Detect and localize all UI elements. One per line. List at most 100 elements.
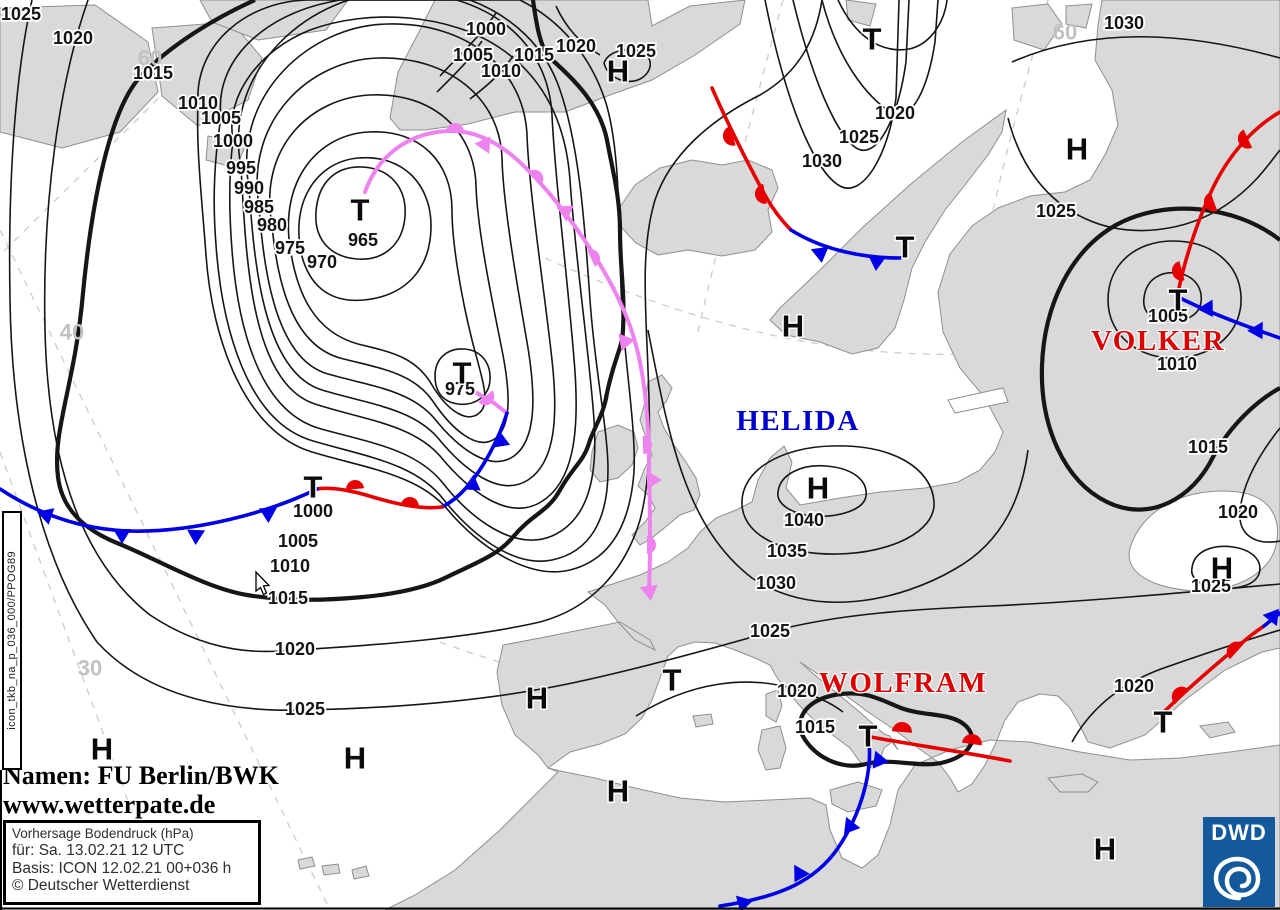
low-center-symbol: T <box>663 663 682 698</box>
graticule-label: 60 <box>1053 20 1077 45</box>
high-center-symbol: H <box>807 471 829 506</box>
isobar-value-label: 965 <box>348 230 378 250</box>
isobar-value-label: 970 <box>307 252 337 272</box>
isobar-value-label: 1025 <box>1191 576 1231 596</box>
system-name-helida: HELIDA <box>736 405 859 437</box>
isobar-1000 <box>229 16 596 541</box>
isobar-value-label: 1020 <box>275 639 315 659</box>
low-center-symbol: T <box>896 230 915 265</box>
isobar-value-label: 1025 <box>750 621 790 641</box>
low-center-symbol: T <box>863 22 882 57</box>
info-copyright: © Deutscher Wetterdienst <box>12 877 190 894</box>
scandinavia <box>769 108 1007 355</box>
isobar-975-secondary <box>434 348 491 406</box>
isobar-value-label: 1000 <box>293 501 333 521</box>
isobar-value-label: 1000 <box>213 131 253 151</box>
iceland <box>617 159 779 257</box>
isobar-value-label: 1025 <box>616 41 656 61</box>
ireland <box>589 424 639 483</box>
isobar-970 <box>298 156 432 302</box>
balearic-islands <box>692 713 714 728</box>
isobar-value-label: 1015 <box>268 588 308 608</box>
isobar-value-label: 1005 <box>1148 306 1188 326</box>
pressure-system-names: HELIDA VOLKER WOLFRAM <box>735 324 1225 701</box>
dwd-spiral-icon <box>1213 856 1261 901</box>
isobar-1025-barents <box>1007 117 1280 232</box>
isobar-value-label: 1010 <box>1157 354 1197 374</box>
isobar-1020-volker <box>1239 427 1280 543</box>
isobar-value-label: 1015 <box>514 45 554 65</box>
attribution-url[interactable]: www.wetterpate.de <box>3 790 216 819</box>
front-markers <box>36 123 1280 910</box>
isobar-1000-greenland <box>439 12 497 77</box>
arctic-island-1 <box>1011 3 1063 51</box>
isobar-1005 <box>213 0 609 562</box>
high-center-symbol: H <box>526 681 548 716</box>
isobar-1020-cyprus <box>1071 629 1280 743</box>
europe-africa-mainland <box>384 0 1280 910</box>
warm-front-wolfram <box>869 735 1012 763</box>
isobar-1025-scandinavia <box>792 0 910 152</box>
system-name-wolfram: WOLFRAM <box>819 667 987 699</box>
graticule-labels: 60 60 40 30 <box>60 20 1077 681</box>
isobar-995 <box>237 0 577 509</box>
high-center-symbol: H <box>1066 132 1088 167</box>
graticule-label: 40 <box>60 320 84 345</box>
isobar-1015-volker-thick <box>1039 206 1280 512</box>
seas <box>297 387 1280 880</box>
high-center-symbol: H <box>91 732 113 767</box>
warm-front-biscay <box>315 486 444 510</box>
fronts <box>0 86 1280 910</box>
isobar-1025-atlantic <box>8 0 1280 712</box>
isobar-value-label: 1030 <box>756 573 796 593</box>
sicily <box>829 781 883 813</box>
isobar-985 <box>256 57 534 463</box>
pressure-centers: T T T T T T T T T H H H H H H H H H H <box>89 20 1234 868</box>
low-center-symbol: T <box>1154 705 1173 740</box>
low-center-symbol: T <box>351 193 370 228</box>
isobar-1010-volker <box>1107 240 1242 359</box>
forecast-info-box: Vorhersage Bodendruck (hPa) für: Sa. 13.… <box>3 820 261 905</box>
crete <box>1047 773 1099 793</box>
isobar-1020-atlantic <box>43 0 823 653</box>
isobar-1015-wolfram <box>797 691 974 768</box>
isobar-value-label: 980 <box>257 215 287 235</box>
warm-front-volker <box>1176 110 1280 295</box>
mediterranean-sea <box>546 641 1280 869</box>
isobar-value-label: 1020 <box>556 36 596 56</box>
isobar-value-label: 1005 <box>201 108 241 128</box>
low-center-symbol: T <box>453 356 472 391</box>
svalbard <box>845 0 877 27</box>
isobar-value-label: 1015 <box>133 63 173 83</box>
product-id-box: icon_tkb_na_p_036_000/PPOG89 <box>2 511 22 770</box>
info-model-basis: Basis: ICON 12.02.21 00+036 h <box>12 859 232 877</box>
cyprus <box>1199 721 1236 739</box>
isobar-value-label: 1025 <box>1 4 41 24</box>
isobar-value-label: 985 <box>244 197 274 217</box>
isobar-value-label: 1010 <box>270 556 310 576</box>
canary-island-2 <box>321 863 341 876</box>
gulf-of-finland <box>947 387 1009 414</box>
isobar-value-label: 1015 <box>795 717 835 737</box>
dwd-logo[interactable]: DWD <box>1203 817 1275 907</box>
high-center-symbol: H <box>782 309 804 344</box>
isobar-value-label: 1020 <box>53 28 93 48</box>
isobar-1010 <box>196 0 636 573</box>
isobar-value-label: 1005 <box>453 45 493 65</box>
sardinia <box>757 725 787 771</box>
isobar-value-label: 1010 <box>178 93 218 113</box>
occluded-front-spur <box>460 380 509 415</box>
cold-front-atlantic-west <box>0 487 319 533</box>
high-center-symbol: H <box>1094 832 1116 867</box>
cold-front-finland <box>789 228 907 260</box>
product-id-label: icon_tkb_na_p_036_000/PPOG89 <box>6 551 18 730</box>
attribution-namen: Namen: FU Berlin/BWK <box>3 761 279 790</box>
cold-front-wolfram <box>718 740 872 908</box>
mouse-cursor <box>255 570 271 596</box>
dwd-logo-text: DWD <box>1211 820 1267 845</box>
system-name-volker: VOLKER <box>1091 325 1225 357</box>
isobar-value-label: 1005 <box>278 531 318 551</box>
canary-island-1 <box>297 856 316 870</box>
isobar-1040 <box>777 464 867 518</box>
